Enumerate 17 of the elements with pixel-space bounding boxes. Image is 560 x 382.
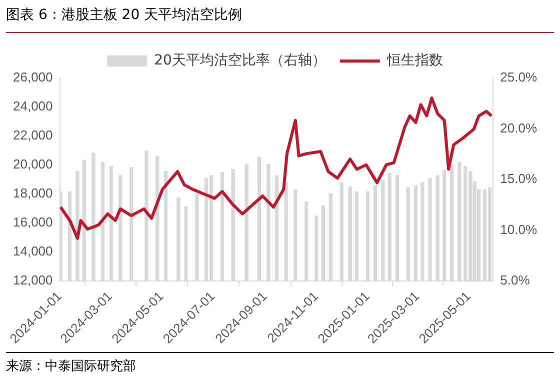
y2-tick-label: 25.0% bbox=[500, 70, 538, 85]
y-tick-label: 20,000 bbox=[12, 156, 53, 172]
y-tick-label: 14,000 bbox=[12, 244, 53, 259]
legend-label: 20天平均沽空比率（右轴） bbox=[154, 52, 326, 69]
legend-label: 恒生指数 bbox=[386, 52, 443, 69]
y-tick-label: 24,000 bbox=[12, 98, 53, 114]
y2-tick-label: 5.0% bbox=[500, 272, 530, 288]
chart-title: 图表 6：港股主板 20 天平均沽空比例 bbox=[6, 6, 242, 24]
y-tick-label: 18,000 bbox=[12, 186, 53, 201]
y-tick-label: 26,000 bbox=[12, 70, 53, 85]
y-tick-label: 22,000 bbox=[12, 128, 53, 143]
y2-tick-label: 10.0% bbox=[500, 222, 538, 237]
source-note: 来源：中泰国际研究部 bbox=[6, 358, 136, 375]
y-tick-label: 16,000 bbox=[12, 214, 53, 230]
y-tick-label: 12,000 bbox=[12, 272, 53, 288]
y2-tick-label: 15.0% bbox=[500, 171, 538, 186]
y2-tick-label: 20.0% bbox=[500, 120, 538, 136]
